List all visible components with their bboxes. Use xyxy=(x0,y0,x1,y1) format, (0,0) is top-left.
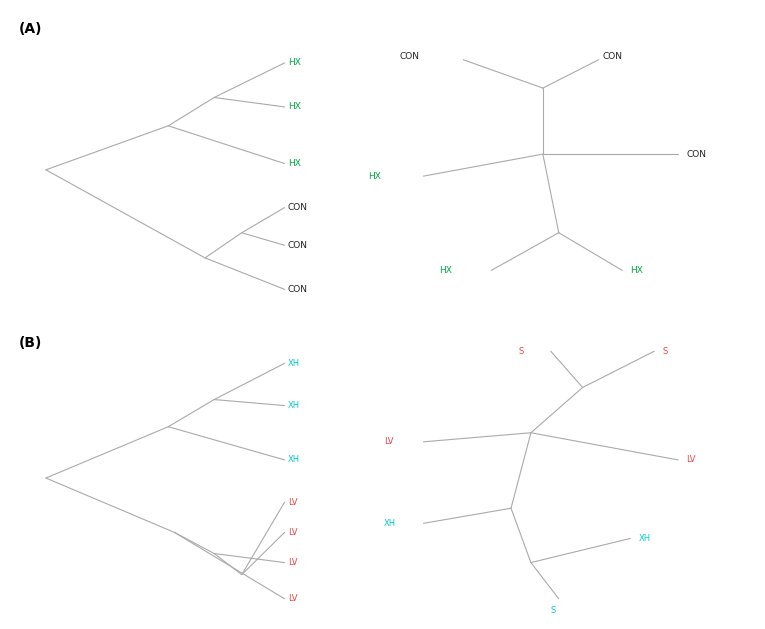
Text: (A): (A) xyxy=(18,22,42,36)
Text: LV: LV xyxy=(288,558,297,567)
Text: LV: LV xyxy=(288,528,297,537)
Text: HX: HX xyxy=(288,103,301,111)
Text: HX: HX xyxy=(288,159,301,168)
Text: LV: LV xyxy=(384,437,393,447)
Text: S: S xyxy=(662,347,667,356)
Text: CON: CON xyxy=(686,150,706,159)
Text: CON: CON xyxy=(288,241,308,250)
Text: LV: LV xyxy=(686,455,695,464)
Text: S: S xyxy=(551,606,556,615)
Text: XH: XH xyxy=(288,401,300,410)
Text: XH: XH xyxy=(288,455,300,464)
Text: HX: HX xyxy=(630,266,643,275)
Text: S: S xyxy=(519,347,524,356)
Text: HX: HX xyxy=(368,172,381,181)
Text: CON: CON xyxy=(399,52,420,61)
Text: XH: XH xyxy=(384,519,396,528)
Text: CON: CON xyxy=(603,52,623,61)
Text: HX: HX xyxy=(439,266,452,275)
Text: (B): (B) xyxy=(18,336,42,350)
Text: LV: LV xyxy=(288,498,297,507)
Text: XH: XH xyxy=(288,359,300,368)
Text: XH: XH xyxy=(638,534,650,543)
Text: CON: CON xyxy=(288,203,308,212)
Text: LV: LV xyxy=(288,594,297,603)
Text: CON: CON xyxy=(288,285,308,294)
Text: HX: HX xyxy=(288,58,301,67)
